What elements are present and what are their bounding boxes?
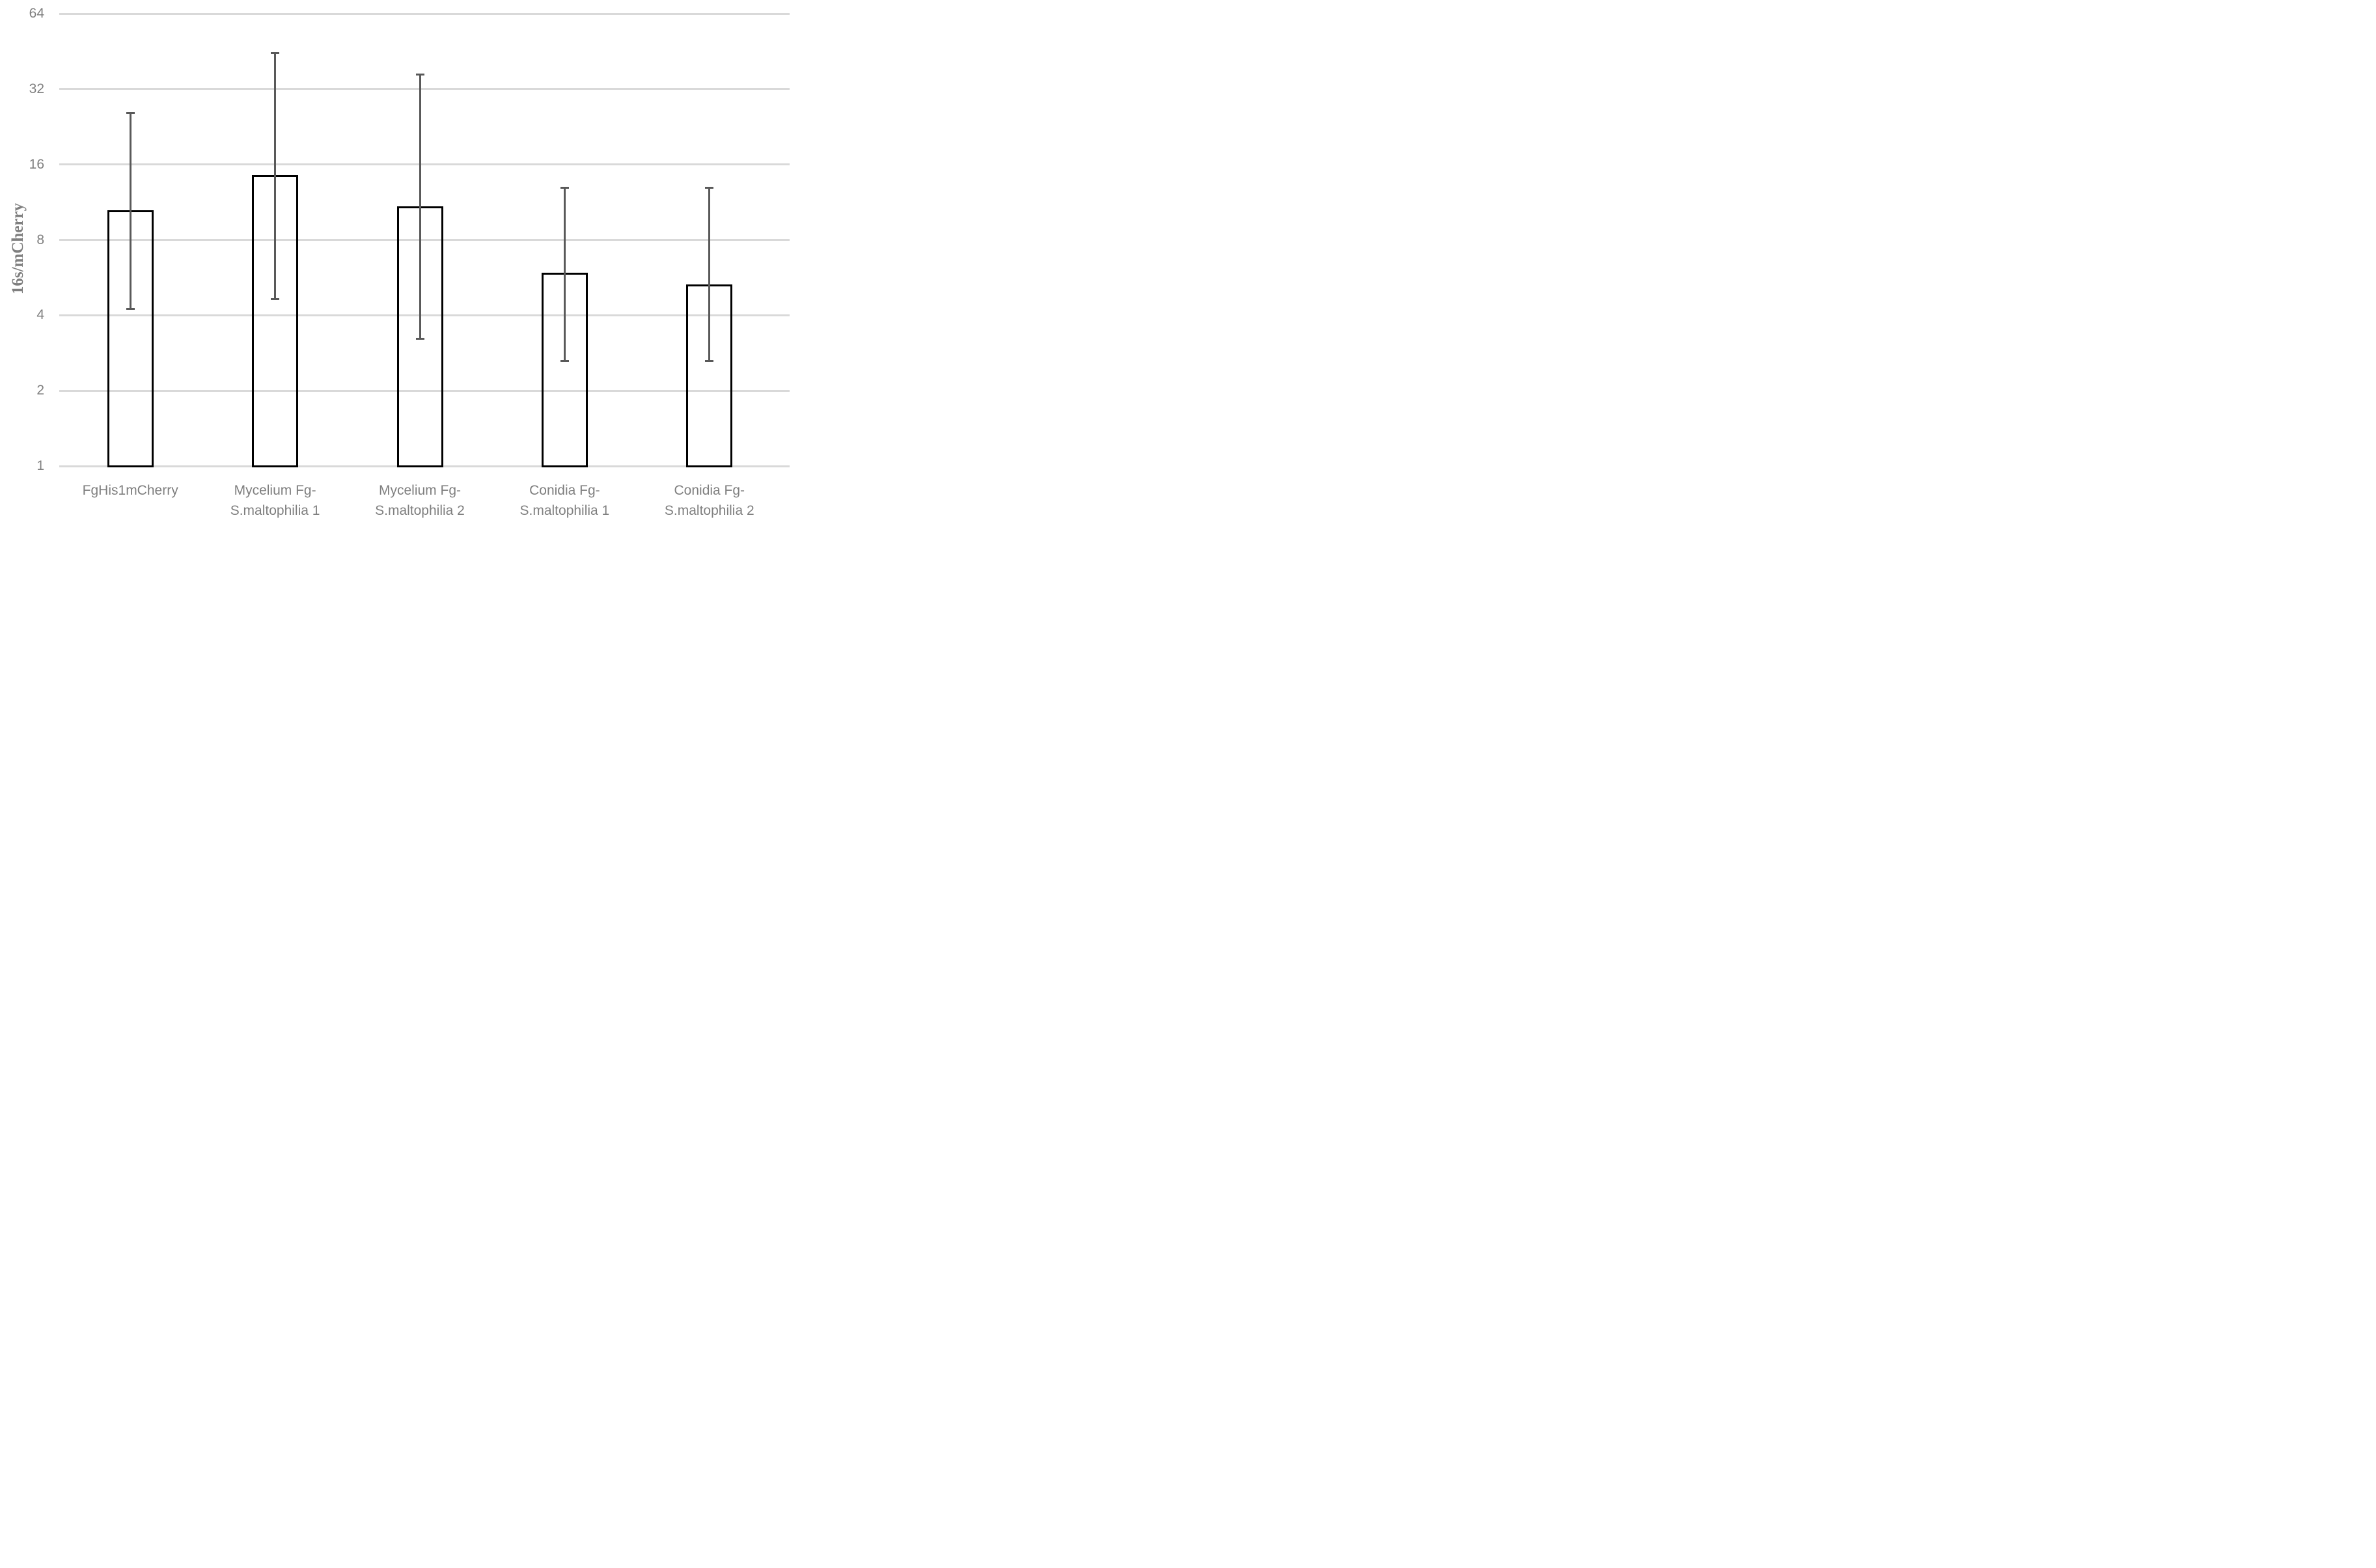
x-category-label-line: S.maltophilia 1 (519, 503, 610, 518)
error-bar-line (129, 111, 131, 310)
gridline-y-32 (59, 88, 790, 90)
x-category-label-line: FgHis1mCherry (82, 483, 178, 498)
x-category-label: Mycelium Fg- S.maltophilia 1 (202, 480, 347, 521)
x-category-label: Mycelium Fg- S.maltophilia 2 (348, 480, 492, 521)
y-tick-label: 8 (36, 232, 44, 247)
error-bar-cap-top (705, 187, 714, 189)
error-bar-line (419, 73, 421, 340)
error-bar-cap-bottom (705, 360, 714, 363)
y-tick-label: 2 (36, 383, 44, 398)
x-category-label-line: S.maltophilia 2 (375, 503, 465, 518)
y-axis-title: 16s/mCherry (9, 202, 27, 295)
y-tick-label: 1 (36, 458, 44, 473)
x-category-label-line: S.maltophilia 2 (664, 503, 754, 518)
error-bar-cap-top (415, 73, 424, 76)
gridline-y-8 (59, 239, 790, 241)
gridline-y-64 (59, 12, 790, 15)
error-bar-line (708, 187, 711, 363)
error-bar-cap-top (271, 51, 280, 54)
x-category-label-line: Mycelium Fg- (234, 483, 316, 498)
gridline-y-16 (59, 163, 790, 166)
x-category-label-line: Conidia Fg- (674, 483, 745, 498)
error-bar-cap-bottom (560, 360, 569, 363)
error-bar-cap-bottom (415, 337, 424, 340)
gridline-y-4 (59, 314, 790, 316)
error-bar-line (274, 51, 277, 300)
y-tick-label: 4 (36, 307, 44, 323)
error-bar-cap-bottom (271, 297, 280, 300)
chart: 16s/mCherry 64 32 16 8 4 2 1 FgHis1mCherry Mycel… (0, 0, 792, 523)
gridline-y-2 (59, 389, 790, 392)
error-bar-cap-top (560, 187, 569, 189)
y-tick-label: 16 (29, 156, 44, 172)
error-bar-line (563, 187, 566, 363)
y-tick-label: 64 (29, 6, 44, 21)
error-bar-cap-top (126, 111, 135, 114)
x-category-label-line: S.maltophilia 1 (230, 503, 320, 518)
x-category-label-line: Mycelium Fg- (378, 483, 461, 498)
y-tick-label: 32 (29, 81, 44, 96)
x-category-label: Conidia Fg- S.maltophilia 2 (637, 480, 782, 521)
error-bar-cap-bottom (126, 308, 135, 310)
x-category-label-line: Conidia Fg- (529, 483, 600, 498)
x-category-label: FgHis1mCherry (58, 480, 202, 501)
x-category-label: Conidia Fg- S.maltophilia 1 (492, 480, 637, 521)
